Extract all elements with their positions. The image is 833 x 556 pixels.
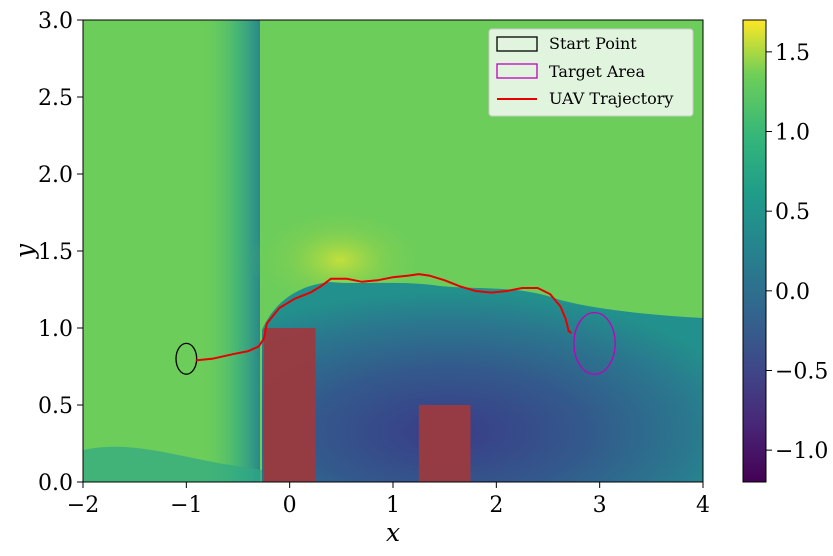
- legend: Start Point Target Area UAV Trajectory: [488, 28, 694, 117]
- y-tick-label: 0.5: [38, 394, 73, 419]
- y-tick-label: 2.5: [38, 86, 73, 111]
- x-tick-label: 4: [696, 493, 710, 518]
- x-tick-label: 3: [593, 493, 607, 518]
- y-tick-label: 3.0: [38, 9, 73, 34]
- trajectory-layer: [195, 273, 572, 362]
- legend-target-swatch: [496, 63, 538, 79]
- legend-start-label: Start Point: [549, 34, 637, 53]
- y-axis-ticks: 0.0 0.5 1.0 1.5 2.0 2.5 3.0: [38, 9, 83, 496]
- field-ground-layer: [83, 446, 262, 482]
- colorbar-ticks: −1.0 −0.5 0.0 0.5 1.0 1.5: [766, 41, 828, 464]
- start-point-marker: [175, 342, 198, 375]
- colorbar-tick-label: −0.5: [775, 359, 828, 384]
- colorbar-tick-label: 1.0: [775, 121, 810, 146]
- obstacle-2: [418, 405, 471, 482]
- colorbar-tick-label: 0.0: [775, 280, 810, 305]
- y-axis-label: y: [10, 243, 39, 259]
- markers-layer: [175, 311, 616, 375]
- legend-target-label: Target Area: [549, 62, 646, 81]
- obstacles-layer: [263, 328, 471, 482]
- field-wake-region: [262, 282, 703, 482]
- legend-trajectory-label: UAV Trajectory: [549, 89, 673, 108]
- y-tick-label: 1.5: [38, 240, 73, 265]
- x-tick-label: 2: [489, 493, 503, 518]
- y-tick-label: 2.0: [38, 163, 73, 188]
- legend-start-swatch: [496, 36, 538, 52]
- colorbar-tick-label: 0.5: [775, 200, 810, 225]
- x-tick-label: 0: [283, 493, 297, 518]
- colorbar-tick-label: −1.0: [775, 439, 828, 464]
- legend-box: [488, 28, 694, 117]
- x-axis-label: x: [386, 518, 400, 547]
- uav-trajectory-line: [195, 273, 572, 362]
- field-upstream-gradient: [200, 20, 260, 482]
- colorbar: −1.0 −0.5 0.0 0.5 1.0 1.5: [742, 19, 828, 483]
- x-axis-ticks: −2 −1 0 1 2 3 4: [67, 482, 710, 518]
- x-tick-label: 1: [386, 493, 400, 518]
- x-tick-label: −2: [67, 493, 99, 518]
- y-tick-label: 0.0: [38, 471, 73, 496]
- x-tick-label: −1: [170, 493, 202, 518]
- target-area-marker: [573, 311, 616, 375]
- obstacle-1: [263, 328, 316, 482]
- y-tick-label: 1.0: [38, 317, 73, 342]
- colorbar-tick-label: 1.5: [775, 41, 810, 66]
- colorbar-strip: [742, 19, 767, 483]
